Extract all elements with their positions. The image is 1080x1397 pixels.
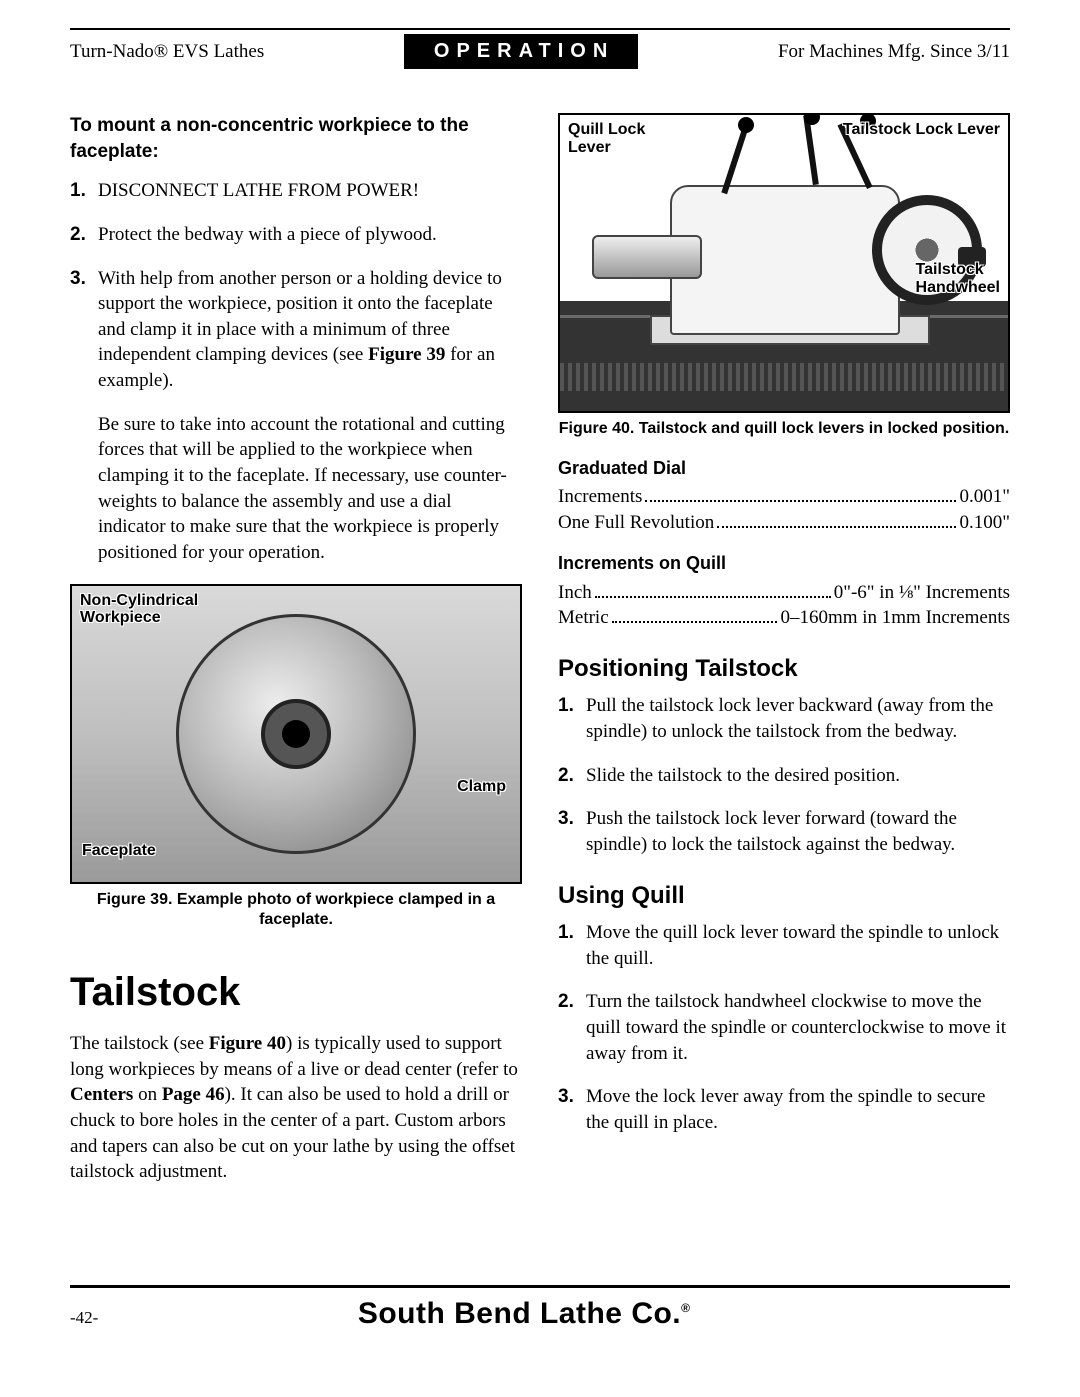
step-text: Move the lock lever away from the spindl…: [586, 1084, 1010, 1135]
list-item: 3.Push the tailstock lock lever forward …: [558, 806, 1010, 857]
callout-workpiece: Non-Cylindrical Workpiece: [80, 592, 198, 627]
dot-leader: [595, 596, 831, 598]
dot-leader: [645, 500, 956, 502]
step-text: DISCONNECT LATHE FROM POWER!: [98, 178, 522, 204]
list-item: 1.Move the quill lock lever toward the s…: [558, 920, 1010, 971]
spec-row: Metric 0–160mm in 1mm Increments: [558, 605, 1010, 631]
mounting-steps: 1. DISCONNECT LATHE FROM POWER! 2. Prote…: [70, 178, 522, 565]
left-column: To mount a non-concentric workpiece to t…: [70, 113, 522, 1185]
step-3: 3. With help from another person or a ho…: [70, 266, 522, 566]
dot-leader: [717, 526, 956, 528]
step-2: 2. Protect the bedway with a piece of pl…: [70, 222, 522, 248]
text-run: The tailstock (see: [70, 1033, 209, 1054]
spec-value: 0–160mm in 1mm Increments: [780, 605, 1010, 631]
spec-label: Inch: [558, 580, 592, 606]
positioning-tailstock-heading: Positioning Tailstock: [558, 653, 1010, 685]
quill-graphic: [592, 235, 702, 279]
page-footer: -42- South Bend Lathe Co.®: [70, 1285, 1010, 1335]
list-item: 1.Pull the tailstock lock lever backward…: [558, 693, 1010, 744]
list-item: 3.Move the lock lever away from the spin…: [558, 1084, 1010, 1135]
header-center: OPERATION: [404, 34, 638, 69]
spec-label: Metric: [558, 605, 609, 631]
step-number: 1.: [558, 920, 586, 971]
page-number: -42-: [70, 1307, 98, 1330]
spec-value: 0.100": [959, 510, 1010, 536]
step-text: Protect the bedway with a piece of plywo…: [98, 222, 522, 248]
graduated-dial-title: Graduated Dial: [558, 456, 1010, 480]
list-item: 2.Slide the tailstock to the desired pos…: [558, 763, 1010, 789]
registered-mark: ®: [681, 1301, 690, 1315]
tailstock-body-graphic: [670, 185, 900, 335]
right-column: Quill Lock Lever Tailstock Lock Lever Ta…: [558, 113, 1010, 1185]
brand-name: South Bend Lathe Co.®: [358, 1294, 691, 1335]
lever-graphic: [803, 115, 819, 185]
lever-knob-graphic: [738, 117, 754, 133]
step-1: 1. DISCONNECT LATHE FROM POWER!: [70, 178, 522, 204]
page-ref: Page 46: [162, 1084, 225, 1105]
positioning-steps: 1.Pull the tailstock lock lever backward…: [558, 693, 1010, 857]
step-number: 3.: [558, 806, 586, 857]
step-number: 3.: [70, 266, 98, 566]
spec-value: 0"-6" in ⅛" Increments: [834, 580, 1010, 606]
callout-clamp: Clamp: [457, 778, 506, 796]
step-number: 1.: [70, 178, 98, 204]
text-run: on: [133, 1084, 162, 1105]
footer-row: -42- South Bend Lathe Co.®: [70, 1294, 1010, 1335]
faceplate-hub: [261, 699, 331, 769]
figure-40-caption: Figure 40. Tailstock and quill lock leve…: [558, 419, 1010, 440]
spec-value: 0.001": [959, 484, 1010, 510]
figure-40: Quill Lock Lever Tailstock Lock Lever Ta…: [558, 113, 1010, 413]
callout-handwheel: Tailstock Handwheel: [916, 261, 1000, 296]
header-left: Turn-Nado® EVS Lathes: [70, 39, 264, 65]
step-number: 2.: [558, 989, 586, 1066]
mounting-intro: To mount a non-concentric workpiece to t…: [70, 113, 522, 164]
step-number: 3.: [558, 1084, 586, 1135]
faceplate-graphic: [176, 614, 416, 854]
dot-leader: [612, 621, 778, 623]
callout-tailstock-lock: Tailstock Lock Lever: [843, 121, 1000, 139]
step-text: Move the quill lock lever toward the spi…: [586, 920, 1010, 971]
header-right: For Machines Mfg. Since 3/11: [778, 39, 1010, 65]
figure-39: Non-Cylindrical Workpiece Clamp Faceplat…: [70, 584, 522, 884]
quill-steps: 1.Move the quill lock lever toward the s…: [558, 920, 1010, 1135]
tailstock-paragraph: The tailstock (see Figure 40) is typical…: [70, 1031, 522, 1185]
step-text: Pull the tailstock lock lever backward (…: [586, 693, 1010, 744]
lever-graphic: [721, 126, 748, 194]
footer-rule: [70, 1285, 1010, 1288]
spec-label: Increments: [558, 484, 642, 510]
spec-row: Inch 0"-6" in ⅛" Increments: [558, 580, 1010, 606]
lever-knob-graphic: [804, 113, 820, 125]
content-area: To mount a non-concentric workpiece to t…: [70, 113, 1010, 1185]
step-3-para2: Be sure to take into account the rotatio…: [98, 412, 522, 566]
list-item: 2.Turn the tailstock handwheel clockwise…: [558, 989, 1010, 1066]
step-text: Push the tailstock lock lever forward (t…: [586, 806, 1010, 857]
step-text: Slide the tailstock to the desired posit…: [586, 763, 1010, 789]
spec-row: Increments 0.001": [558, 484, 1010, 510]
step-text: With help from another person or a holdi…: [98, 266, 522, 566]
figure-39-caption: Figure 39. Example photo of workpiece cl…: [70, 890, 522, 932]
figure-ref: Figure 40: [209, 1033, 286, 1054]
callout-faceplate: Faceplate: [82, 842, 156, 860]
increments-quill-title: Increments on Quill: [558, 551, 1010, 575]
topic-ref: Centers: [70, 1084, 133, 1105]
step-number: 2.: [70, 222, 98, 248]
tailstock-heading: Tailstock: [70, 965, 522, 1019]
spec-label: One Full Revolution: [558, 510, 714, 536]
figure-ref: Figure 39: [368, 344, 445, 365]
page-header: Turn-Nado® EVS Lathes OPERATION For Mach…: [70, 34, 1010, 69]
callout-quill-lock: Quill Lock Lever: [568, 121, 645, 156]
step-text: Turn the tailstock handwheel clockwise t…: [586, 989, 1010, 1066]
step-number: 2.: [558, 763, 586, 789]
spec-row: One Full Revolution 0.100": [558, 510, 1010, 536]
step-number: 1.: [558, 693, 586, 744]
using-quill-heading: Using Quill: [558, 880, 1010, 912]
header-rule-top: [70, 28, 1010, 30]
brand-text: South Bend Lathe Co.: [358, 1297, 681, 1330]
